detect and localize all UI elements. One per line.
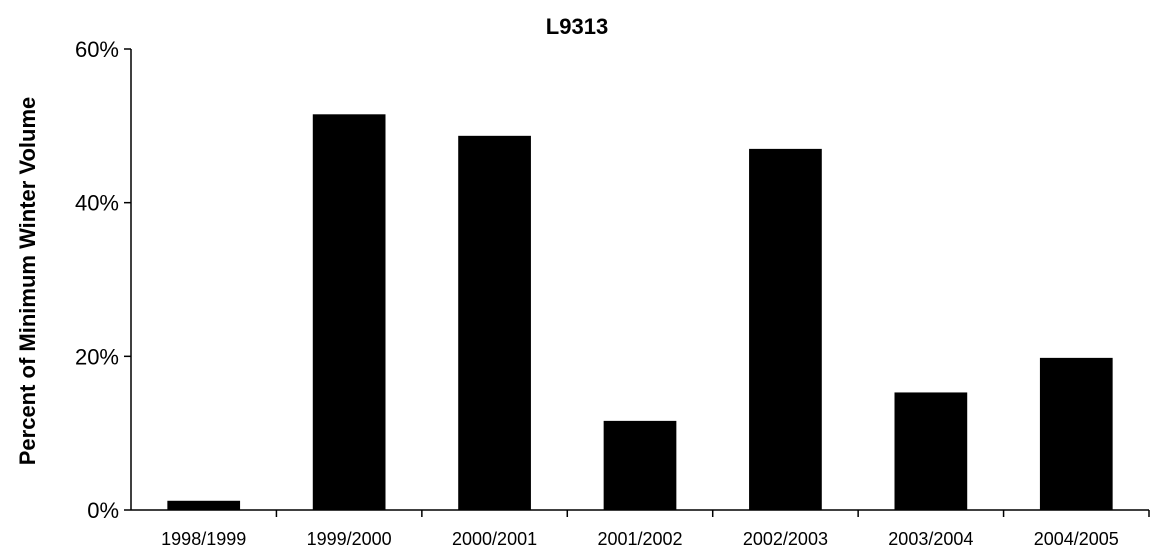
y-tick-label: 0% <box>87 498 119 523</box>
x-axis-ticks: 1998/1999 1999/2000 2000/2001 2001/2002 2002… <box>161 510 1150 549</box>
x-tick-label: 2000/2001 <box>452 529 537 549</box>
x-tick-label: 2002/2003 <box>743 529 828 549</box>
x-tick-label: 2004/2005 <box>1034 529 1119 549</box>
y-tick-label: 40% <box>75 191 119 216</box>
bar-2004-2005 <box>1039 357 1113 510</box>
y-axis-label: Percent of Minimum Winter Volume <box>15 97 40 466</box>
bar-2001-2002 <box>603 420 677 510</box>
bar-2000-2001 <box>458 135 531 511</box>
bar-1998-1999 <box>167 500 241 510</box>
bar-2002-2003 <box>749 148 822 510</box>
x-tick-label: 1998/1999 <box>161 529 246 549</box>
y-axis-ticks: 0% 20% 40% 60% <box>75 37 131 523</box>
x-tick-label: 2001/2002 <box>597 529 682 549</box>
bar-1999-2000 <box>312 114 386 510</box>
y-tick-label: 20% <box>75 344 119 369</box>
x-tick-label: 2003/2004 <box>888 529 973 549</box>
bar-2003-2004 <box>894 392 968 510</box>
chart-title: L9313 <box>546 14 608 39</box>
bars <box>167 114 1113 511</box>
y-tick-label: 60% <box>75 37 119 62</box>
x-tick-label: 1999/2000 <box>307 529 392 549</box>
